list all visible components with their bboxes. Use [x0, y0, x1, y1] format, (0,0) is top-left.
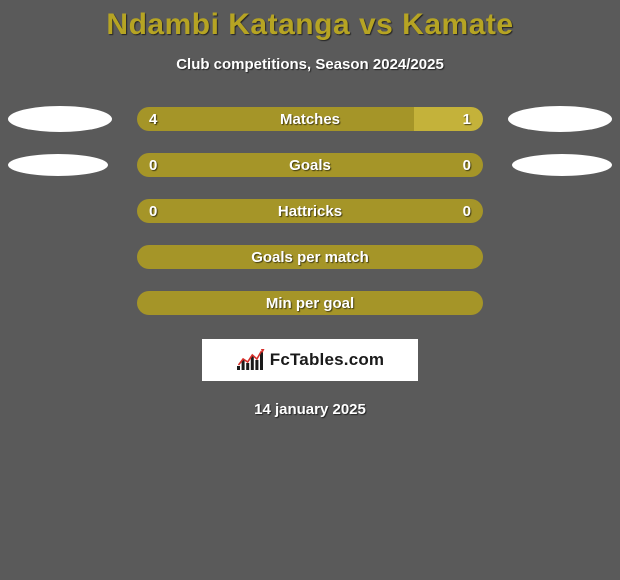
stat-left-value: 0 [149, 153, 157, 177]
stat-bar-left [137, 153, 483, 177]
stat-bar: Min per goal [137, 291, 483, 315]
stat-bar-right [414, 107, 483, 131]
stat-row: Goals per match [0, 245, 620, 269]
brand-text: FcTables.com [270, 350, 385, 370]
stat-bar-left [137, 245, 483, 269]
player-left-ellipse [8, 106, 112, 132]
brand-box: FcTables.com [202, 339, 418, 381]
date-text: 14 january 2025 [0, 401, 620, 418]
infographic-content: Ndambi Katanga vs Kamate Club competitio… [0, 0, 620, 580]
stat-row: 00Hattricks [0, 199, 620, 223]
stat-bar: 00Goals [137, 153, 483, 177]
stat-bar-left [137, 107, 414, 131]
stat-row: 41Matches [0, 107, 620, 131]
stat-bar-left [137, 199, 483, 223]
page-title: Ndambi Katanga vs Kamate [0, 8, 620, 42]
stat-right-value: 0 [463, 153, 471, 177]
player-right-ellipse [512, 154, 612, 176]
player-left-ellipse [8, 154, 108, 176]
stat-right-value: 1 [463, 107, 471, 131]
player-right-ellipse [508, 106, 612, 132]
stat-bar: 00Hattricks [137, 199, 483, 223]
stat-bar: Goals per match [137, 245, 483, 269]
stat-left-value: 4 [149, 107, 157, 131]
subtitle: Club competitions, Season 2024/2025 [0, 56, 620, 73]
stat-rows: 41Matches00Goals00HattricksGoals per mat… [0, 107, 620, 315]
stat-row: Min per goal [0, 291, 620, 315]
stat-right-value: 0 [463, 199, 471, 223]
brand-chart-icon [236, 349, 266, 371]
stat-left-value: 0 [149, 199, 157, 223]
stat-bar: 41Matches [137, 107, 483, 131]
stat-row: 00Goals [0, 153, 620, 177]
stat-bar-left [137, 291, 483, 315]
